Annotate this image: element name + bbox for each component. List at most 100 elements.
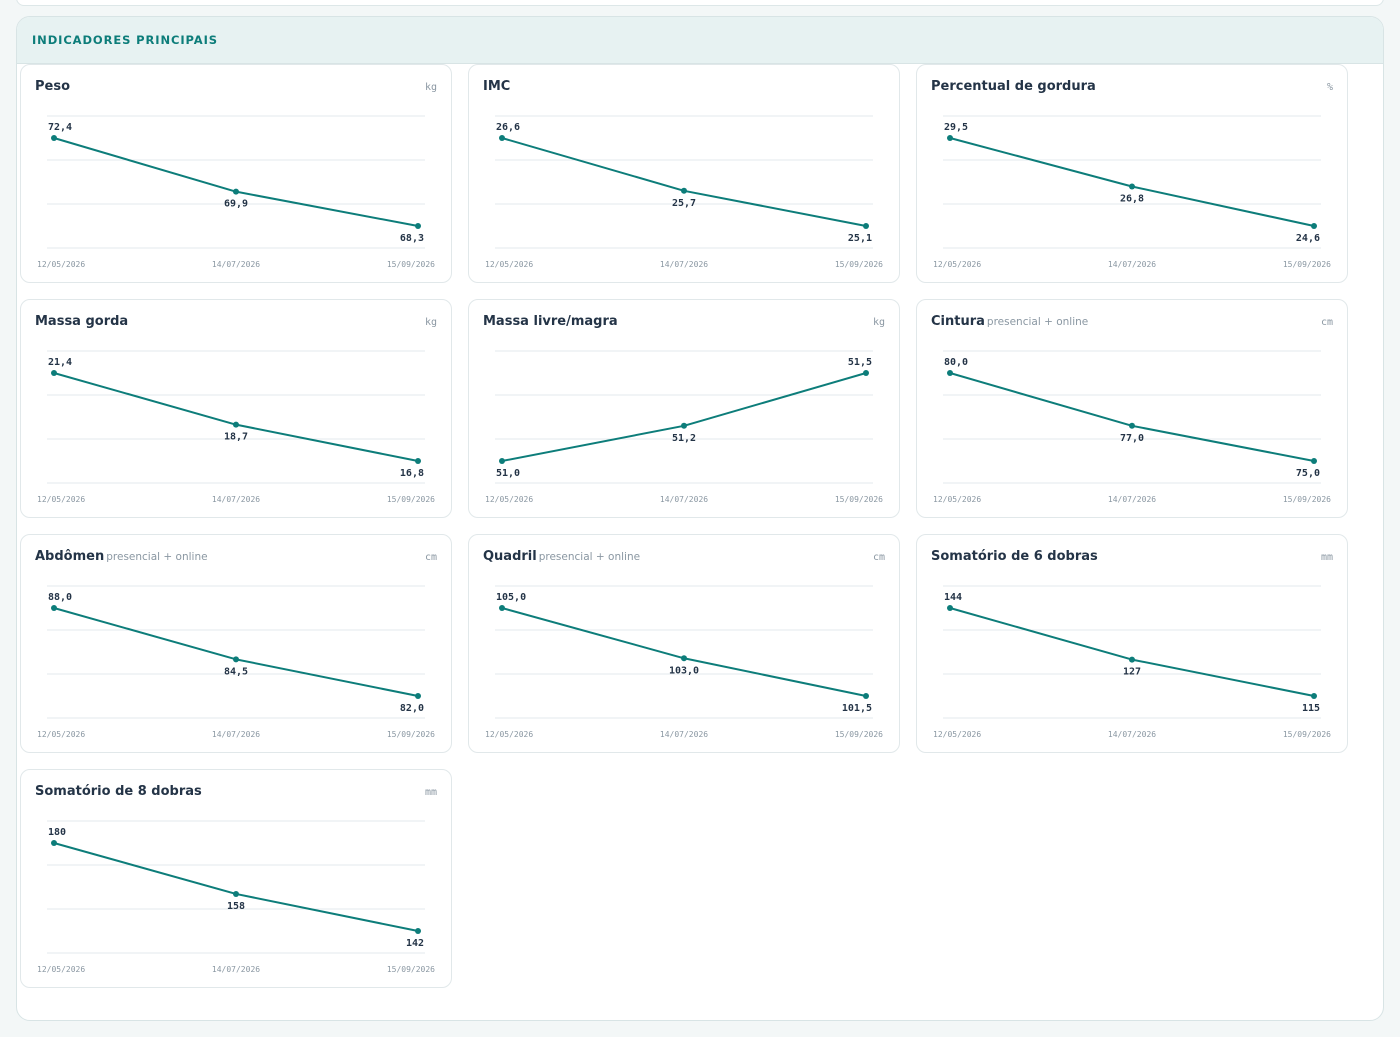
data-label: 21,4 xyxy=(48,357,72,368)
data-point xyxy=(863,370,869,376)
data-label: 75,0 xyxy=(1296,468,1320,479)
card-title-text: Massa livre/magra xyxy=(483,314,618,329)
x-tick-label: 12/05/2026 xyxy=(37,495,85,504)
x-tick-label: 12/05/2026 xyxy=(933,495,981,504)
card-title-text: Massa gorda xyxy=(35,314,129,329)
data-label: 80,0 xyxy=(944,357,968,368)
indicator-line-chart: 29,5 26,8 24,6 12/05/2026 14/07/2026 15/09/20… xyxy=(933,115,1331,269)
data-label: 101,5 xyxy=(842,703,872,714)
indicator-line-chart: 80,0 77,0 75,0 12/05/2026 14/07/2026 15/09/20… xyxy=(933,350,1331,504)
indicator-card: 72,4 69,9 68,3 12/05/2026 14/07/2026 15/09/20… xyxy=(20,64,452,283)
data-label: 68,3 xyxy=(400,233,424,244)
card-title-text: Peso xyxy=(35,79,71,94)
indicator-card: 29,5 26,8 24,6 12/05/2026 14/07/2026 15/09/20… xyxy=(916,64,1348,283)
data-label: 25,1 xyxy=(848,233,872,244)
series-line xyxy=(949,137,1315,227)
data-point xyxy=(415,693,421,699)
data-point xyxy=(863,223,869,229)
data-label: 158 xyxy=(227,901,245,912)
card-title-text: Somatório de 6 dobras xyxy=(931,549,1098,564)
card-title: Quadril presencial + online xyxy=(483,549,640,564)
data-label: 26,8 xyxy=(1120,193,1144,204)
data-label: 51,5 xyxy=(848,357,872,368)
series-line xyxy=(501,137,867,227)
data-point xyxy=(499,605,505,611)
data-point xyxy=(233,890,239,897)
card-unit: mm xyxy=(424,787,437,798)
data-label: 16,8 xyxy=(400,468,424,479)
data-label: 69,9 xyxy=(224,199,248,210)
card-unit: cm xyxy=(872,552,885,563)
x-tick-label: 15/09/2026 xyxy=(835,730,883,739)
x-tick-label: 12/05/2026 xyxy=(37,965,85,974)
indicator-card: 21,4 18,7 16,8 12/05/2026 14/07/2026 15/09/20… xyxy=(20,299,452,518)
card-subtitle: presencial + online xyxy=(538,551,641,563)
series-line xyxy=(501,372,867,462)
data-point xyxy=(415,928,421,934)
indicator-line-chart: 180 158 142 12/05/2026 14/07/2026 15/09/2026 xyxy=(37,820,435,974)
series-line xyxy=(53,842,419,932)
card-unit: cm xyxy=(1320,317,1333,328)
x-tick-label: 15/09/2026 xyxy=(1283,260,1331,269)
indicator-line-chart: 105,0 103,0 101,5 12/05/2026 14/07/2026 15/09… xyxy=(485,585,883,739)
card-subtitle: presencial + online xyxy=(106,551,208,563)
x-tick-label: 15/09/2026 xyxy=(1283,495,1331,504)
card-title-text: Abdômen xyxy=(35,549,105,564)
series-line xyxy=(53,137,419,227)
indicator-line-chart: 88,0 84,5 82,0 12/05/2026 14/07/2026 15/09/20… xyxy=(37,585,435,739)
indicator-card: 51,0 51,2 51,5 12/05/2026 14/07/2026 15/09/20… xyxy=(468,299,900,518)
card-title: Somatório de 8 dobras xyxy=(35,784,202,799)
data-label: 29,5 xyxy=(944,122,968,133)
card-unit: kg xyxy=(424,82,437,93)
series-line xyxy=(949,607,1315,697)
card-unit: kg xyxy=(872,317,885,328)
card-unit: kg xyxy=(424,317,437,328)
card-title-text: Somatório de 8 dobras xyxy=(35,784,202,799)
data-point xyxy=(233,188,239,195)
card-title: IMC xyxy=(483,79,510,94)
x-tick-label: 15/09/2026 xyxy=(387,260,435,269)
data-label: 26,6 xyxy=(496,122,520,133)
card-title: Massa gorda xyxy=(35,314,128,329)
data-point xyxy=(415,223,421,229)
x-tick-label: 12/05/2026 xyxy=(485,730,533,739)
x-tick-label: 15/09/2026 xyxy=(835,260,883,269)
card-title: Percentual de gordura xyxy=(931,79,1096,94)
card-title: Abdômen presencial + online xyxy=(35,549,208,564)
data-point xyxy=(233,421,239,428)
data-point xyxy=(681,655,687,662)
indicator-line-chart: 72,4 69,9 68,3 12/05/2026 14/07/2026 15/09/20… xyxy=(37,115,435,269)
data-point xyxy=(1311,223,1317,229)
data-label: 84,5 xyxy=(224,666,248,677)
data-point xyxy=(51,605,57,611)
data-point xyxy=(499,135,505,141)
panel-header: INDICADORES PRINCIPAIS xyxy=(17,17,1383,64)
indicator-line-chart: 51,0 51,2 51,5 12/05/2026 14/07/2026 15/09/20… xyxy=(485,350,883,504)
card-subtitle: presencial + online xyxy=(986,316,1089,328)
card-title-text: Quadril xyxy=(483,549,537,564)
data-label: 127 xyxy=(1123,667,1141,678)
card-title: Massa livre/magra xyxy=(483,314,618,329)
data-point xyxy=(233,656,239,663)
data-label: 51,2 xyxy=(672,433,696,444)
data-point xyxy=(1129,656,1135,663)
data-label: 25,7 xyxy=(672,198,696,209)
data-label: 144 xyxy=(944,592,962,603)
x-tick-label: 12/05/2026 xyxy=(37,260,85,269)
indicator-line-chart: 26,6 25,7 25,1 12/05/2026 14/07/2026 15/09/20… xyxy=(485,115,883,269)
x-tick-label: 14/07/2026 xyxy=(212,260,260,269)
data-label: 103,0 xyxy=(669,665,699,676)
data-label: 142 xyxy=(406,938,424,949)
card-unit: % xyxy=(1326,82,1333,93)
indicator-line-chart: 21,4 18,7 16,8 12/05/2026 14/07/2026 15/09/20… xyxy=(37,350,435,504)
data-point xyxy=(51,840,57,846)
x-tick-label: 12/05/2026 xyxy=(933,730,981,739)
data-point xyxy=(863,693,869,699)
data-point xyxy=(681,187,687,194)
x-tick-label: 12/05/2026 xyxy=(37,730,85,739)
card-title: Cintura presencial + online xyxy=(931,314,1088,329)
data-point xyxy=(947,605,953,611)
indicator-card: 105,0 103,0 101,5 12/05/2026 14/07/2026 15/09… xyxy=(468,534,900,753)
data-point xyxy=(51,370,57,376)
x-tick-label: 14/07/2026 xyxy=(660,730,708,739)
